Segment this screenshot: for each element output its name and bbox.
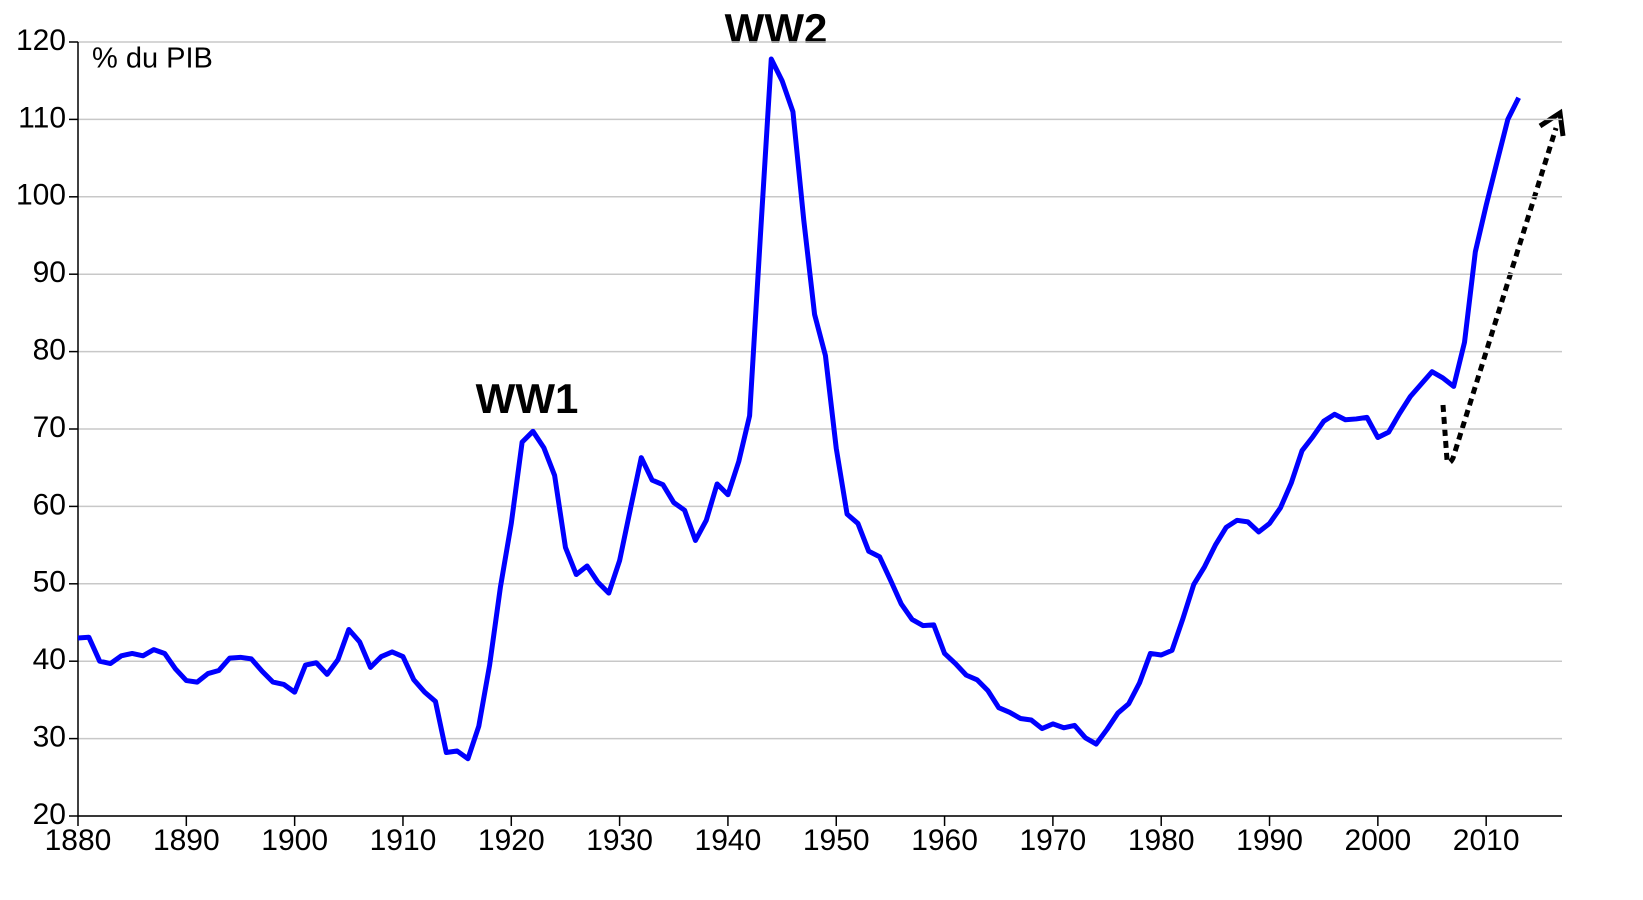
annotation: WW2 [725,5,828,52]
x-tick-label: 1920 [478,824,545,857]
unit-label: % du PIB [92,43,213,75]
x-tick-label: 1990 [1236,824,1303,857]
x-tick-label: 1910 [370,824,437,857]
y-tick-label: 50 [33,566,66,599]
annotation: WW1 [476,375,579,422]
trend-arrow [1440,127,1559,466]
y-tick-label: 60 [33,488,66,521]
y-tick-label: 30 [33,721,66,754]
y-tick-label: 80 [33,334,66,367]
x-tick-label: 2000 [1344,824,1411,857]
y-tick-label: 40 [33,643,66,676]
x-tick-label: 1880 [45,824,112,857]
x-tick-label: 1890 [153,824,220,857]
y-tick-label: 120 [16,24,66,57]
x-tick-label: 1930 [586,824,653,857]
data-line [77,56,1521,762]
y-tick-label: 20 [33,798,66,831]
x-tick-label: 1940 [695,824,762,857]
y-tick-label: 100 [16,179,66,212]
x-tick-label: 1960 [911,824,978,857]
x-tick-label: 1980 [1128,824,1195,857]
x-tick-label: 2010 [1453,824,1520,857]
x-tick-label: 1950 [803,824,870,857]
y-tick-label: 110 [18,101,66,134]
arrow-head [1538,108,1566,137]
y-tick-label: 70 [33,411,66,444]
x-tick-label: 1970 [1020,824,1087,857]
x-tick-label: 1900 [261,824,328,857]
y-tick-label: 90 [33,256,66,289]
